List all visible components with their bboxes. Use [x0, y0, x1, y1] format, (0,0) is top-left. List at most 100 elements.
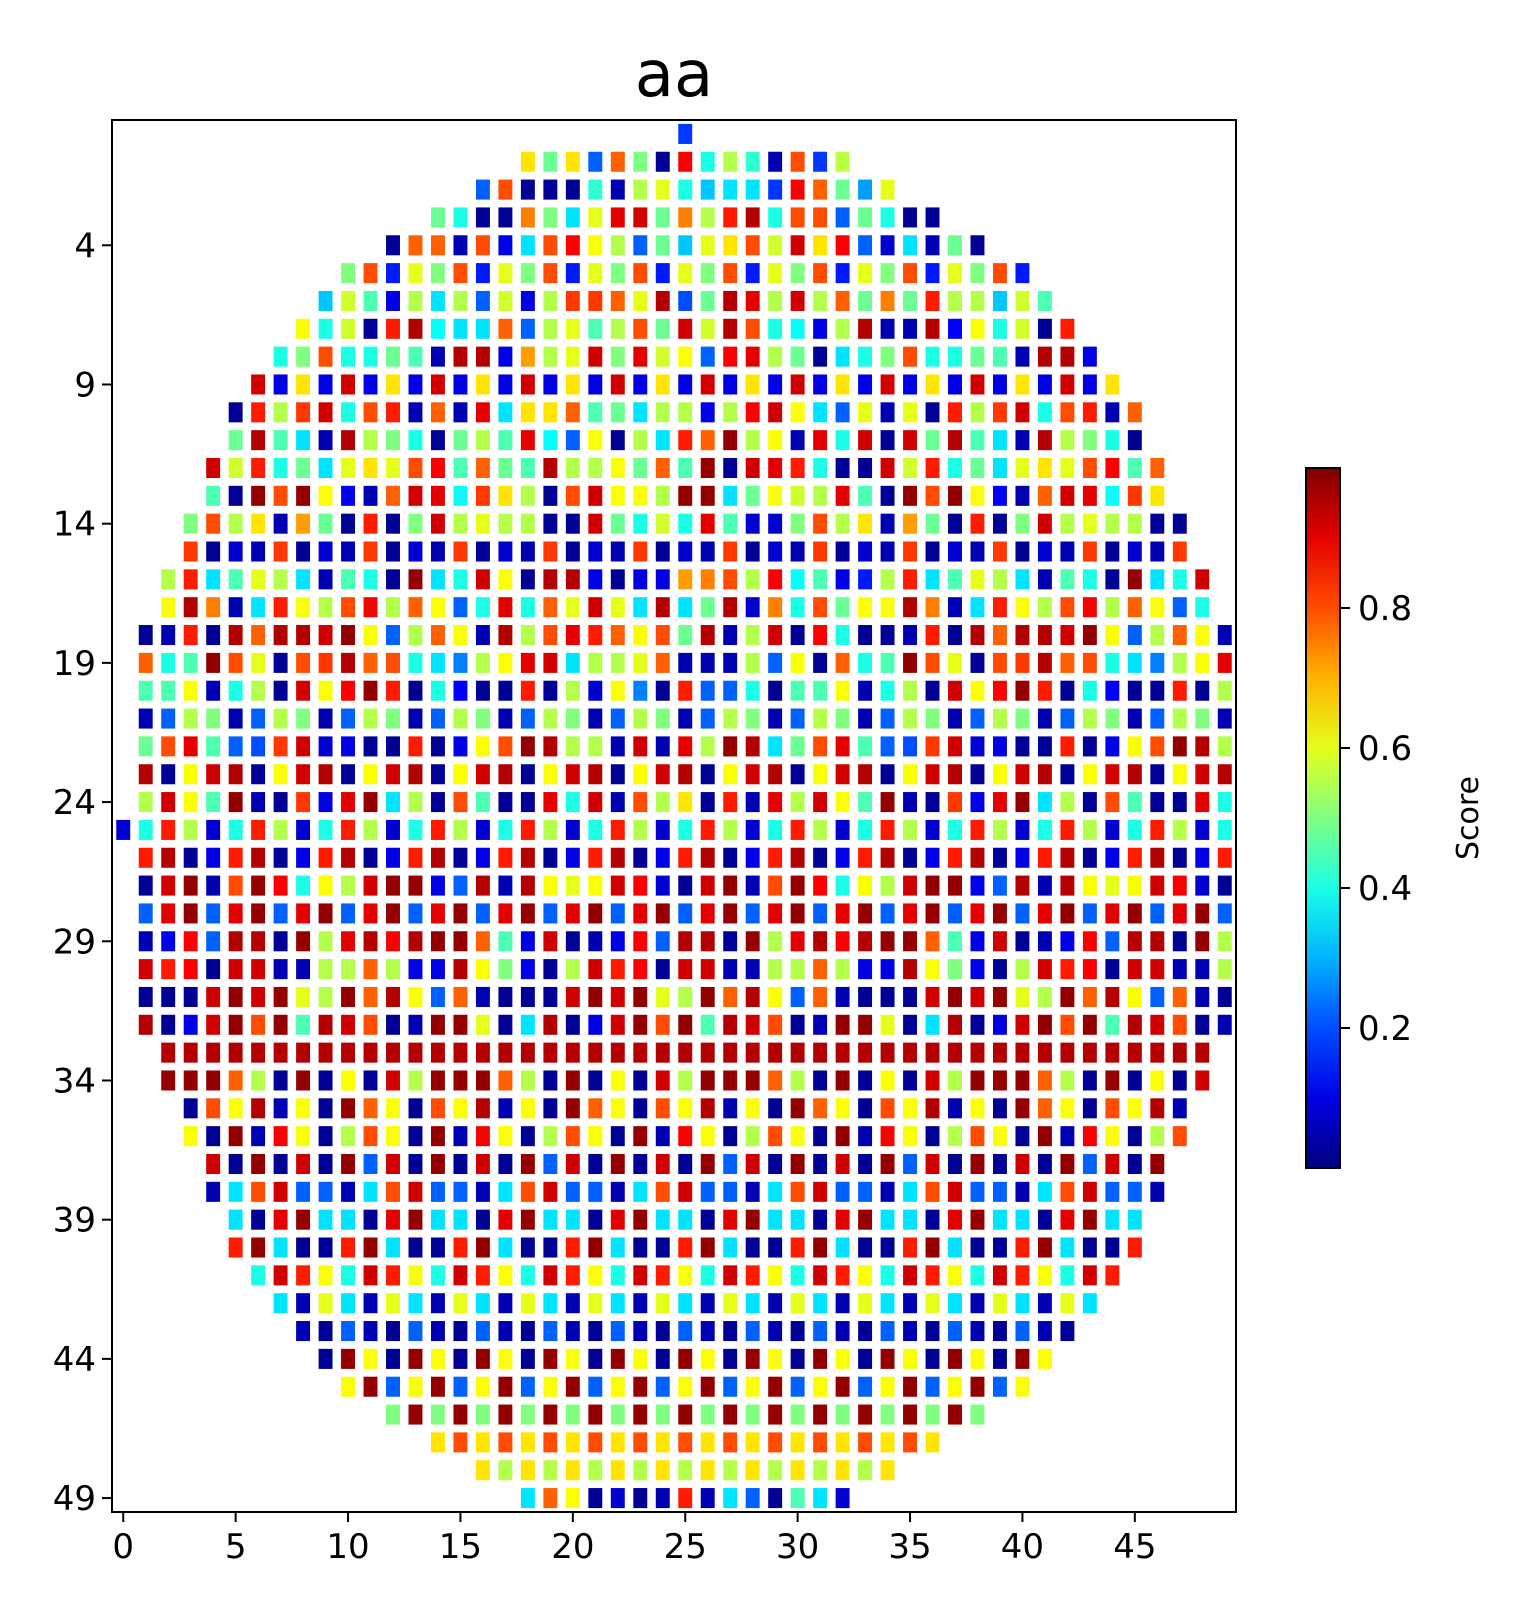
wafer-cell: [610, 1126, 625, 1147]
wafer-cell: [970, 485, 985, 506]
wafer-cell: [273, 513, 288, 534]
wafer-cell: [633, 792, 648, 813]
wafer-cell: [318, 875, 333, 896]
wafer-cell: [475, 652, 490, 673]
wafer-cell: [723, 959, 738, 980]
wafer-cell: [880, 764, 895, 785]
wafer-cell: [565, 1488, 580, 1509]
wafer-cell: [835, 290, 850, 311]
wafer-cell: [835, 736, 850, 757]
wafer-cell: [296, 1098, 311, 1119]
wafer-cell: [588, 1042, 603, 1063]
wafer-cell: [565, 1376, 580, 1397]
wafer-cell: [296, 1293, 311, 1314]
wafer-cell: [138, 764, 153, 785]
wafer-cell: [341, 819, 356, 840]
wafer-cell: [880, 986, 895, 1007]
wafer-cell: [341, 847, 356, 868]
wafer-cell: [565, 1014, 580, 1035]
wafer-cell: [498, 1460, 513, 1481]
wafer-cell: [498, 179, 513, 200]
wafer-cell: [1150, 457, 1165, 479]
wafer-cell: [790, 346, 805, 367]
wafer-cell: [1105, 1237, 1120, 1258]
wafer-cell: [318, 1014, 333, 1035]
wafer-cell: [1105, 1014, 1120, 1035]
colorbar-tick-label: 0.6: [1358, 729, 1412, 769]
wafer-cell: [768, 959, 783, 980]
wafer-cell: [1217, 819, 1232, 840]
wafer-cell: [948, 1348, 962, 1369]
wafer-cell: [543, 402, 558, 423]
wafer-cell: [700, 1014, 715, 1035]
wafer-cell: [700, 764, 715, 785]
wafer-cell: [992, 1321, 1007, 1342]
wafer-cell: [498, 457, 513, 479]
wafer-cell: [633, 680, 648, 701]
wafer-cell: [273, 1098, 288, 1119]
wafer-cell: [1037, 1265, 1052, 1286]
wafer-cell: [318, 959, 333, 980]
wafer-cell: [835, 569, 850, 590]
wafer-cell: [835, 485, 850, 506]
wafer-cell: [138, 903, 153, 924]
wafer-cell: [1037, 485, 1052, 506]
wafer-cell: [970, 736, 985, 757]
wafer-cell: [475, 207, 490, 228]
wafer-cell: [1127, 569, 1142, 590]
wafer-cell: [745, 541, 760, 562]
wafer-cell: [813, 597, 828, 618]
wafer-cell: [251, 402, 266, 423]
wafer-cell: [183, 792, 198, 813]
wafer-cell: [430, 1209, 445, 1230]
wafer-cell: [273, 986, 288, 1007]
wafer-cell: [1015, 625, 1030, 646]
wafer-cell: [273, 346, 288, 367]
wafer-cell: [228, 959, 243, 980]
wafer-cell: [948, 1014, 962, 1035]
wafer-cell: [1060, 1293, 1075, 1314]
wafer-cell: [543, 847, 558, 868]
wafer-cell: [1150, 903, 1165, 924]
wafer-cell: [588, 541, 603, 562]
wafer-cell: [475, 1404, 490, 1425]
colorbar-ticks: 0.20.40.60.8: [1340, 589, 1412, 1049]
wafer-cell: [835, 1460, 850, 1481]
wafer-cell: [948, 485, 962, 506]
wafer-cell: [858, 1265, 873, 1286]
wafer-cell: [543, 1432, 558, 1453]
wafer-cell: [678, 1126, 693, 1147]
wafer-cell: [430, 569, 445, 590]
wafer-cell: [565, 513, 580, 534]
wafer-cell: [520, 1126, 535, 1147]
wafer-cell: [1150, 986, 1165, 1007]
wafer-cell: [858, 374, 873, 395]
wafer-cell: [948, 959, 962, 980]
wafer-cell: [453, 1098, 468, 1119]
wafer-cell: [1172, 792, 1187, 813]
wafer-cell: [251, 1070, 266, 1091]
wafer-cell: [768, 847, 783, 868]
wafer-cell: [498, 374, 513, 395]
wafer-cell: [341, 374, 356, 395]
wafer-cell: [1060, 792, 1075, 813]
wafer-cell: [453, 1321, 468, 1342]
wafer-cell: [925, 318, 940, 339]
wafer-cell: [520, 597, 535, 618]
wafer-cell: [251, 1237, 266, 1258]
wafer-cell: [273, 708, 288, 729]
wafer-cell: [610, 235, 625, 256]
wafer-cell: [768, 875, 783, 896]
wafer-cell: [453, 1209, 468, 1230]
wafer-cell: [453, 1293, 468, 1314]
wafer-cell: [813, 1488, 828, 1509]
wafer-cell: [1037, 1070, 1052, 1091]
wafer-cell: [1015, 1014, 1030, 1035]
wafer-cell: [475, 1014, 490, 1035]
wafer-cell: [318, 1293, 333, 1314]
wafer-cell: [498, 1293, 513, 1314]
wafer-cell: [655, 569, 670, 590]
wafer-cell: [408, 652, 423, 673]
wafer-cell: [206, 625, 221, 646]
wafer-cell: [1105, 569, 1120, 590]
